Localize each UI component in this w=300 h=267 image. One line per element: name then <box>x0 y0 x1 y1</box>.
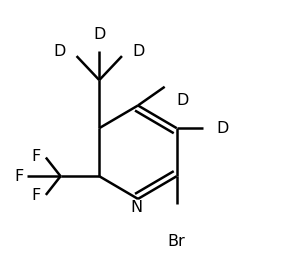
Text: D: D <box>133 44 145 59</box>
Text: Br: Br <box>168 234 186 249</box>
Text: D: D <box>93 27 106 42</box>
Text: D: D <box>176 93 188 108</box>
Text: N: N <box>130 200 143 215</box>
Text: F: F <box>31 150 40 164</box>
Text: F: F <box>15 169 24 184</box>
Text: F: F <box>31 188 40 203</box>
Text: D: D <box>53 44 66 59</box>
Text: D: D <box>216 121 229 136</box>
